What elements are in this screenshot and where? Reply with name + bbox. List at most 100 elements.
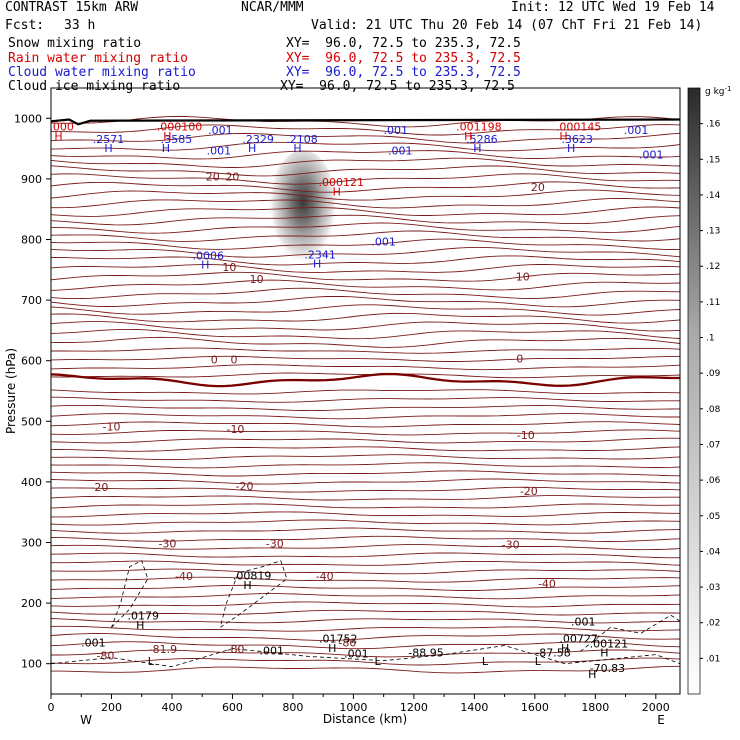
x-tick-label: 400 bbox=[161, 701, 182, 714]
isotherm-label: 0 bbox=[230, 354, 237, 367]
field-name-cloud-water: Cloud water mixing ratio bbox=[8, 65, 196, 80]
isotherm bbox=[51, 364, 680, 371]
colorbar-tick-label: .03 bbox=[706, 583, 720, 593]
cloud-water-label: .001 bbox=[383, 124, 408, 137]
isotherm-label: -40 bbox=[175, 570, 193, 583]
terrain-line bbox=[51, 118, 680, 126]
cloud-ice-label: .00121 bbox=[590, 637, 629, 650]
cloud-ice-label: L bbox=[375, 655, 382, 668]
isotherm bbox=[51, 535, 680, 542]
cloud-water-label: .001 bbox=[371, 236, 396, 249]
isotherm bbox=[51, 601, 680, 608]
cloud-water-label: H bbox=[104, 142, 112, 155]
x-tick-label: 2000 bbox=[642, 701, 670, 714]
isotherm bbox=[51, 486, 680, 493]
cloud-ice-label: .001 bbox=[260, 645, 285, 658]
colorbar-tick-label: .05 bbox=[706, 512, 720, 522]
isotherm bbox=[51, 625, 680, 632]
isotherm bbox=[51, 413, 680, 420]
isotherm bbox=[51, 124, 680, 136]
cloud-ice-label: H bbox=[588, 668, 596, 681]
colorbar-units: g kg-1 bbox=[705, 85, 731, 97]
isotherm bbox=[51, 519, 680, 526]
isotherm bbox=[51, 503, 680, 509]
isotherm bbox=[51, 222, 680, 234]
isotherm bbox=[51, 649, 680, 658]
colorbar-units-exponent: -1 bbox=[725, 85, 732, 93]
snow-maximum-shading bbox=[268, 150, 338, 274]
isotherm bbox=[51, 462, 680, 469]
isotherm bbox=[51, 328, 680, 340]
isotherm bbox=[51, 264, 680, 273]
colorbar bbox=[687, 87, 701, 695]
ice-contours bbox=[51, 560, 680, 668]
rain-label: H bbox=[464, 130, 472, 143]
cloud-water-label: .001 bbox=[207, 145, 232, 158]
cloud-ice-label: H bbox=[243, 579, 251, 592]
rain-label: .000121 bbox=[319, 176, 365, 189]
cloud-water-label: H bbox=[293, 142, 301, 155]
field-xy-snow: XY= 96.0, 72.5 to 235.3, 72.5 bbox=[286, 36, 521, 51]
isotherm bbox=[51, 421, 680, 428]
isotherm bbox=[51, 584, 680, 591]
cloud-ice-label: -87.58 bbox=[535, 646, 570, 659]
isotherm bbox=[51, 429, 680, 436]
isotherm bbox=[51, 633, 680, 641]
colorbar-tick-label: .06 bbox=[706, 476, 721, 486]
x-tick-label: 1600 bbox=[521, 701, 549, 714]
colorbar-units-text: g kg bbox=[705, 87, 725, 97]
isotherm bbox=[51, 214, 680, 226]
y-tick-label: 1000 bbox=[14, 112, 42, 125]
isotherm bbox=[51, 336, 680, 348]
y-tick-label: 700 bbox=[21, 294, 42, 307]
cloud-ice-label: L bbox=[482, 655, 489, 668]
plot-frame bbox=[50, 87, 681, 695]
cloud-ice-contour bbox=[219, 560, 288, 628]
field-name-snow: Snow mixing ratio bbox=[8, 36, 142, 51]
isotherm bbox=[51, 544, 680, 551]
colorbar-tick-label: .16 bbox=[706, 120, 721, 130]
y-tick-label: 900 bbox=[21, 173, 42, 186]
cloud-ice-label: -70.83 bbox=[590, 662, 625, 675]
cloud-ice-label: .00819 bbox=[233, 569, 272, 582]
cloud-water-label: H bbox=[473, 142, 481, 155]
isotherm bbox=[51, 189, 680, 201]
rain-label: H bbox=[54, 130, 62, 143]
isotherm bbox=[51, 304, 680, 316]
cloud-water-label: H bbox=[313, 257, 321, 270]
y-tick-label: 100 bbox=[21, 658, 42, 671]
cloud-water-label: .001 bbox=[624, 124, 649, 137]
isotherm bbox=[51, 609, 680, 616]
x-tick-label: 1000 bbox=[339, 701, 367, 714]
isotherm bbox=[51, 552, 680, 559]
isotherm-label: 0 bbox=[516, 353, 523, 366]
cloud-ice-contour bbox=[111, 560, 149, 628]
field-xy-cloud-ice: XY= 96.0, 72.5 to 235.3, 72.5 bbox=[280, 79, 515, 94]
colorbar-tick-label: .09 bbox=[706, 369, 721, 379]
isotherm-label: -40 bbox=[538, 577, 556, 590]
cloud-water-label: .001 bbox=[388, 145, 413, 158]
isotherm bbox=[51, 618, 680, 624]
colorbar-tick-label: .13 bbox=[706, 227, 720, 237]
field-xy-cloud-water: XY= 96.0, 72.5 to 235.3, 72.5 bbox=[286, 65, 521, 80]
rain-label: H bbox=[559, 130, 567, 143]
colorbar-tick-label: .02 bbox=[706, 619, 720, 629]
isotherm bbox=[51, 372, 680, 379]
isotherm bbox=[51, 641, 680, 650]
cloud-water-label: .001 bbox=[208, 124, 233, 137]
isotherm-label: -20 bbox=[520, 485, 538, 498]
colorbar-tick-label: .12 bbox=[706, 262, 720, 272]
cloud-water-label: .0006 bbox=[193, 249, 225, 262]
isotherm-label: -30 bbox=[502, 539, 520, 552]
field-name-rain: Rain water mixing ratio bbox=[8, 51, 189, 66]
isotherm-label: 20 bbox=[531, 181, 545, 194]
isotherm bbox=[51, 347, 680, 354]
isotherm bbox=[51, 389, 680, 395]
isotherm-label: -40 bbox=[316, 570, 334, 583]
field-xy-rain: XY= 96.0, 72.5 to 235.3, 72.5 bbox=[286, 51, 521, 66]
isotherm-label: 10 bbox=[250, 273, 264, 286]
cloud-water-label: .3585 bbox=[161, 133, 193, 146]
isotherm bbox=[51, 255, 680, 266]
x-tick-label: 800 bbox=[282, 701, 303, 714]
